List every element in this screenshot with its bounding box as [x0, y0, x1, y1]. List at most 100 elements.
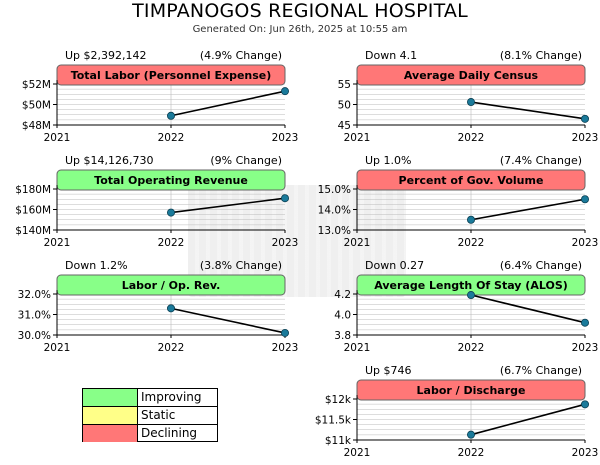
chart-alos: Down 0.27 (6.4% Change) Average Length Of … [334, 259, 599, 354]
x-tick-label: 2022 [458, 237, 485, 249]
change-text: Up $746 [365, 364, 412, 377]
legend-label-static: Static [141, 408, 176, 422]
y-tick-label: 31.0% [18, 310, 51, 322]
x-tick-label: 2021 [44, 342, 71, 354]
data-point [580, 400, 589, 409]
x-tick-label: 2021 [344, 237, 371, 249]
chart-total-operating-revenue: Up $14,126,730 (9% Change) Total Operating… [15, 154, 299, 249]
y-tick-label: $140M [15, 225, 51, 237]
x-tick-label: 2021 [44, 132, 71, 144]
data-point [280, 194, 289, 203]
chart-title-banner [56, 274, 286, 296]
y-tick-label: 15.0% [318, 184, 351, 196]
y-tick-label: $12k [325, 394, 352, 406]
y-tick-label: 4.2 [334, 289, 351, 301]
chart-title-banner [356, 64, 586, 86]
chart-title-banner [356, 169, 586, 191]
legend-row-declining: Declining [83, 425, 217, 442]
data-point [166, 208, 175, 217]
chart-average-daily-census: Down 4.1 (8.1% Change) Average Daily Censu… [338, 49, 599, 144]
page-title: TIMPANOGOS REGIONAL HOSPITAL [132, 0, 468, 22]
x-tick-label: 2021 [44, 237, 71, 249]
x-tick-label: 2023 [572, 342, 599, 354]
data-point [280, 87, 289, 96]
x-tick-label: 2021 [344, 447, 371, 459]
data-point [580, 318, 589, 327]
x-tick-label: 2023 [572, 237, 599, 249]
legend-row-improving: Improving [83, 389, 217, 407]
data-point [166, 304, 175, 313]
x-tick-label: 2022 [458, 132, 485, 144]
x-tick-label: 2022 [458, 342, 485, 354]
chart-title-banner [56, 169, 286, 191]
data-point [466, 291, 475, 300]
data-point [466, 430, 475, 439]
legend-label-declining: Declining [141, 426, 198, 440]
x-tick-label: 2022 [158, 132, 185, 144]
x-tick-label: 2023 [272, 237, 299, 249]
y-tick-label: $50M [22, 100, 51, 112]
chart-title-banner [356, 379, 586, 401]
percent-change-text: (3.8% Change) [200, 259, 282, 272]
percent-change-text: (8.1% Change) [500, 49, 582, 62]
y-tick-label: $48M [22, 120, 51, 132]
y-tick-label: $160M [15, 205, 51, 217]
generated-timestamp: Generated On: Jun 26th, 2025 at 10:55 am [192, 24, 408, 35]
chart-labor-discharge: Up $746 (6.7% Change) Labor / Discharge $11… [315, 364, 599, 459]
chart-title: Total Operating Revenue [94, 174, 248, 187]
chart-percent-gov-volume: Up 1.0% (7.4% Change) Percent of Gov. Volu… [318, 154, 599, 249]
data-point [580, 114, 589, 123]
data-point [580, 195, 589, 204]
y-tick-label: 50 [338, 100, 351, 112]
y-tick-label: 13.0% [318, 225, 351, 237]
series-line [170, 90, 286, 117]
x-tick-label: 2023 [272, 132, 299, 144]
chart-title: Labor / Op. Rev. [122, 279, 221, 292]
legend-swatch-improving [83, 389, 138, 406]
x-tick-label: 2022 [158, 237, 185, 249]
series-line [470, 101, 586, 120]
y-tick-label: $180M [15, 184, 51, 196]
change-text: Up $2,392,142 [65, 49, 147, 62]
percent-change-text: (7.4% Change) [500, 154, 582, 167]
chart-title: Average Length Of Stay (ALOS) [374, 279, 568, 292]
change-text: Down 0.27 [365, 259, 424, 272]
data-point [466, 98, 475, 107]
y-tick-label: 14.0% [318, 205, 351, 217]
percent-change-text: (9% Change) [210, 154, 282, 167]
y-tick-label: 45 [338, 120, 351, 132]
series-line [470, 198, 586, 221]
x-tick-label: 2023 [572, 132, 599, 144]
y-tick-label: 55 [338, 79, 351, 91]
series-line [170, 197, 286, 214]
chart-title: Percent of Gov. Volume [399, 174, 544, 187]
series-line [470, 403, 586, 436]
y-tick-label: 4.0 [334, 310, 351, 322]
y-tick-label: $52M [22, 79, 51, 91]
chart-title: Labor / Discharge [417, 384, 526, 397]
status-legend: Improving Static Declining [82, 388, 218, 442]
chart-total-labor: Up $2,392,142 (4.9% Change) Total Labor (P… [22, 49, 299, 144]
data-point [280, 328, 289, 337]
percent-change-text: (6.4% Change) [500, 259, 582, 272]
y-tick-label: 30.0% [18, 330, 51, 342]
chart-title: Total Labor (Personnel Expense) [71, 69, 272, 82]
y-tick-label: 32.0% [18, 289, 51, 301]
x-tick-label: 2022 [458, 447, 485, 459]
legend-label-improving: Improving [141, 390, 202, 404]
series-line [170, 307, 286, 334]
change-text: Down 4.1 [365, 49, 417, 62]
data-point [466, 215, 475, 224]
legend-row-static: Static [83, 407, 217, 425]
x-tick-label: 2023 [572, 447, 599, 459]
y-tick-label: 3.8 [334, 330, 351, 342]
legend-swatch-declining [83, 425, 138, 442]
chart-labor-op-rev: Down 1.2% (3.8% Change) Labor / Op. Rev. 30… [18, 259, 299, 354]
change-text: Down 1.2% [65, 259, 128, 272]
x-tick-label: 2023 [272, 342, 299, 354]
x-tick-label: 2021 [344, 342, 371, 354]
chart-title-banner [56, 64, 286, 86]
data-point [166, 111, 175, 120]
percent-change-text: (6.7% Change) [500, 364, 582, 377]
change-text: Up 1.0% [365, 154, 411, 167]
